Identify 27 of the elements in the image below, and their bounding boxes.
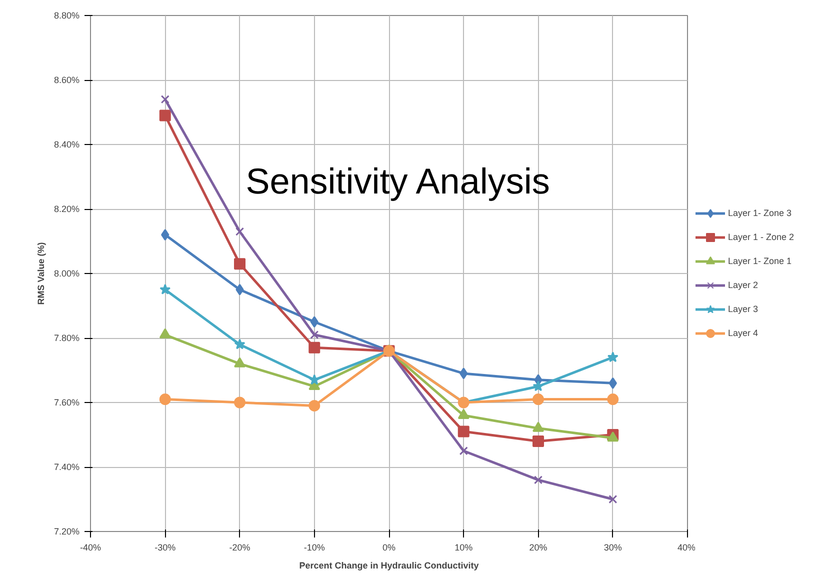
x-tick-label: -30% bbox=[154, 542, 176, 552]
x-tick-label: 10% bbox=[454, 542, 473, 552]
text: Sensitivity Analysis bbox=[246, 160, 550, 202]
legend-label: Layer 1- Zone 1 bbox=[728, 256, 792, 266]
y-tick-label: 7.40% bbox=[54, 462, 80, 472]
x-tick-label: 0% bbox=[382, 542, 396, 552]
x-tick-label: 30% bbox=[604, 542, 622, 552]
y-tick-label: 7.60% bbox=[54, 398, 80, 408]
y-tick-label: 8.60% bbox=[54, 75, 80, 85]
y-axis-title: RMS Value (%) bbox=[36, 242, 46, 305]
legend-label: Layer 2 bbox=[728, 280, 758, 290]
legend-label: Layer 1 - Zone 2 bbox=[728, 232, 794, 242]
legend-label: Layer 3 bbox=[728, 304, 758, 314]
y-tick-label: 7.20% bbox=[54, 526, 80, 536]
x-tick-label: -20% bbox=[229, 542, 250, 552]
y-tick-label: 8.00% bbox=[54, 268, 80, 278]
legend-label: Layer 1- Zone 3 bbox=[728, 208, 792, 218]
x-tick-label: -40% bbox=[80, 542, 102, 552]
y-tick-label: 8.80% bbox=[54, 10, 80, 20]
y-tick-label: 7.80% bbox=[54, 333, 80, 343]
legend-label: Layer 4 bbox=[728, 328, 758, 338]
x-tick-label: 20% bbox=[529, 542, 548, 552]
x-tick-label: 40% bbox=[677, 542, 696, 552]
y-tick-label: 8.20% bbox=[54, 204, 80, 214]
y-tick-label: 8.40% bbox=[54, 140, 80, 150]
x-axis-title: Percent Change in Hydraulic Conductivity bbox=[299, 560, 479, 570]
x-tick-label: -10% bbox=[304, 542, 325, 552]
